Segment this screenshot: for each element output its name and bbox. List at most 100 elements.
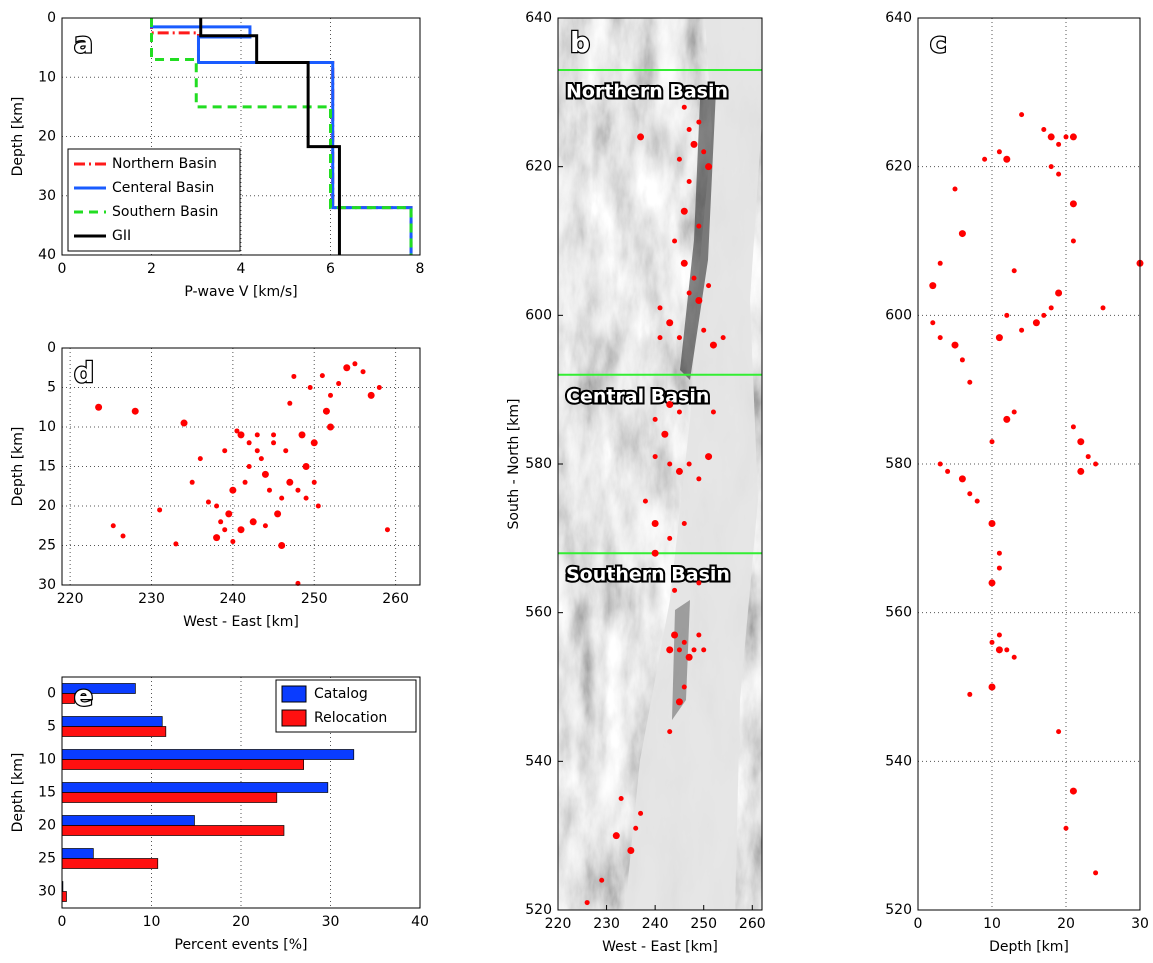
y-tick-label: 0 — [47, 686, 56, 702]
x-axis-label: Depth [km] — [989, 939, 1069, 955]
y-tick-label: 620 — [525, 159, 552, 175]
event-point — [1049, 305, 1054, 310]
event-point — [206, 500, 211, 505]
event-point — [677, 647, 682, 652]
y-tick-label: 540 — [885, 753, 912, 769]
event-point — [283, 448, 288, 453]
event-point — [982, 157, 987, 162]
event-point — [238, 526, 245, 533]
y-tick-label: 640 — [885, 10, 912, 26]
y-tick-label: 520 — [525, 902, 552, 918]
event-point — [696, 580, 701, 585]
event-point — [262, 471, 269, 478]
event-point — [953, 186, 958, 191]
event-point — [1086, 454, 1091, 459]
event-point — [279, 496, 284, 501]
event-point — [667, 729, 672, 734]
event-point — [667, 462, 672, 467]
x-axis-label: Percent events [%] — [175, 937, 308, 953]
y-tick-label: 10 — [38, 752, 56, 768]
x-tick-label: 230 — [593, 916, 620, 932]
event-point — [658, 305, 663, 310]
bar — [62, 892, 66, 902]
event-point — [599, 878, 604, 883]
event-point — [619, 796, 624, 801]
legend-label: Southern Basin — [112, 204, 218, 220]
event-point — [710, 342, 717, 349]
event-point — [225, 510, 232, 517]
event-point — [1003, 156, 1010, 163]
event-point — [1071, 239, 1076, 244]
y-tick-label: 30 — [38, 577, 56, 593]
event-point — [687, 127, 692, 132]
event-point — [686, 654, 693, 661]
event-point — [1004, 647, 1009, 652]
event-point — [682, 521, 687, 526]
event-point — [218, 519, 223, 524]
event-point — [336, 381, 341, 386]
event-point — [1048, 133, 1055, 140]
event-point — [308, 385, 313, 390]
y-tick-label: 580 — [525, 456, 552, 472]
y-tick-label: 560 — [885, 605, 912, 621]
event-point — [1064, 826, 1069, 831]
event-point — [323, 408, 330, 415]
y-tick-label: 15 — [38, 459, 56, 475]
event-point — [682, 640, 687, 645]
event-point — [247, 464, 252, 469]
event-point — [312, 480, 317, 485]
event-point — [1019, 328, 1024, 333]
basin-label: Northern Basin — [566, 81, 728, 103]
event-point — [121, 534, 126, 539]
legend-swatch — [282, 686, 306, 702]
y-tick-label: 600 — [885, 307, 912, 323]
x-tick-label: 6 — [326, 261, 335, 277]
event-point — [157, 507, 162, 512]
event-point — [1004, 313, 1009, 318]
event-point — [711, 409, 716, 414]
event-point — [327, 424, 334, 431]
event-point — [255, 432, 260, 437]
x-tick-label: 8 — [416, 261, 425, 277]
event-point — [706, 283, 711, 288]
x-tick-label: 40 — [411, 914, 429, 930]
event-point — [190, 480, 195, 485]
event-point — [696, 224, 701, 229]
event-point — [705, 163, 712, 170]
event-point — [259, 456, 264, 461]
event-point — [1101, 305, 1106, 310]
event-point — [701, 149, 706, 154]
event-point — [173, 541, 178, 546]
event-point — [687, 179, 692, 184]
x-tick-label: 30 — [1131, 916, 1149, 932]
event-point — [1064, 134, 1069, 139]
event-point — [989, 579, 996, 586]
event-point — [692, 647, 697, 652]
event-point — [930, 320, 935, 325]
event-point — [304, 496, 309, 501]
event-point — [996, 646, 1003, 653]
event-point — [666, 646, 673, 653]
event-point — [267, 488, 272, 493]
event-point — [1049, 164, 1054, 169]
x-tick-label: 230 — [138, 591, 165, 607]
event-point — [311, 439, 318, 446]
event-point — [95, 404, 102, 411]
event-point — [701, 328, 706, 333]
panel-label: b — [570, 26, 590, 59]
x-tick-label: 0 — [58, 914, 67, 930]
event-point — [633, 826, 638, 831]
y-tick-label: 5 — [47, 380, 56, 396]
event-point — [1077, 468, 1084, 475]
relief-map — [558, 18, 762, 910]
x-tick-label: 10 — [983, 916, 1001, 932]
event-point — [967, 692, 972, 697]
x-tick-label: 4 — [237, 261, 246, 277]
event-point — [343, 364, 350, 371]
event-point — [368, 392, 375, 399]
event-point — [299, 431, 306, 438]
event-point — [1033, 319, 1040, 326]
x-axis-label: West - East [km] — [602, 939, 718, 955]
bar — [62, 783, 328, 793]
y-tick-label: 560 — [525, 605, 552, 621]
